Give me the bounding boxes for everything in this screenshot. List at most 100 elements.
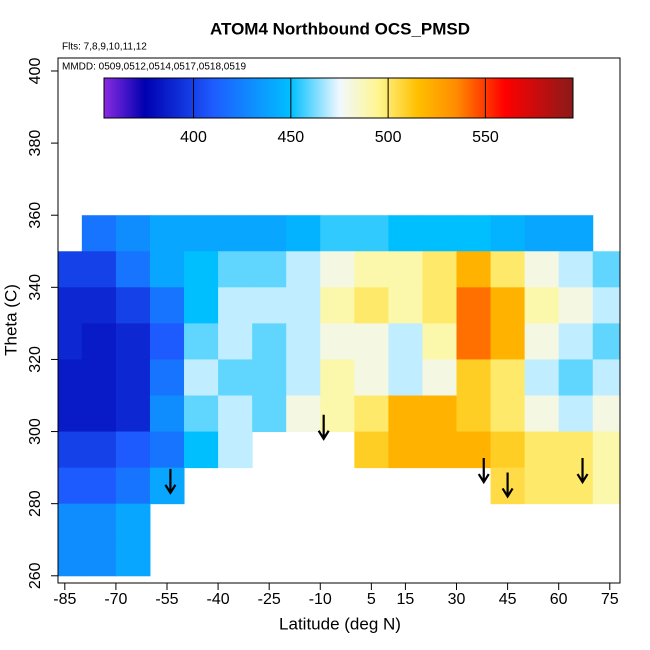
y-axis-label: Theta (C) [1,284,20,356]
heatmap-cell [58,431,83,469]
x-tick-label: 75 [601,591,619,608]
arrow [501,472,514,499]
heatmap-cell [558,431,594,469]
heatmap-cell [558,215,594,252]
heatmap-cell [490,395,526,433]
x-tick-label: -70 [104,591,127,608]
heatmap-cell [524,215,560,252]
heatmap-cell [58,359,83,396]
colorbar [103,77,574,119]
heatmap-cell [218,431,253,469]
heatmap-cell [490,359,526,396]
x-tick-label: 60 [550,591,568,608]
heatmap-cell [422,323,458,360]
heatmap-cell [58,539,83,577]
heatmap-cell [354,395,389,433]
x-tick-label: -85 [53,591,76,608]
heatmap-cell [524,323,560,360]
y-tick-label: 260 [27,562,44,589]
x-axis-label: Latitude (deg N) [279,614,401,633]
heatmap-cell [115,503,151,541]
heatmap-cell [252,359,287,396]
heatmap-cell [524,251,560,288]
heatmap-cell [115,467,151,505]
heatmap-cell [456,287,492,324]
heatmap-cell [422,395,458,433]
heatmap-cell [354,323,389,360]
heatmap-cell [252,323,287,360]
y-tick-label: 340 [27,274,44,301]
colorbar-tick-label: 500 [375,129,402,146]
heatmap-cell [490,431,526,469]
heatmap-cell [184,287,219,324]
x-tick-label: 15 [397,591,415,608]
heatmap-cell [81,215,117,252]
arrow [317,414,330,441]
heatmap-cell [81,323,117,360]
chart-title: ATOM4 Northbound OCS_PMSD [210,19,470,38]
heatmap-cell [422,431,458,469]
heatmap-cell [115,215,151,252]
heatmap-cell [388,359,423,396]
heatmap-cell [184,323,219,360]
heatmap-cell [456,431,492,469]
heatmap-cell [115,431,151,469]
heatmap-cell [558,251,594,288]
heatmap-cell [388,323,423,360]
heatmap-cell [354,287,389,324]
heatmap-cell [320,287,355,324]
heatmap-cell [354,359,389,396]
heatmap-cell [456,215,492,252]
heatmap-cell [524,359,560,396]
heatmap-cell [81,431,117,469]
heatmap-cell [81,503,117,541]
heatmap-cell [320,215,355,252]
heatmap-cell [286,215,321,252]
heatmap-cell [286,287,321,324]
heatmap-cell [524,431,560,469]
heatmap-cell [115,359,151,396]
heatmap-cell [81,251,117,288]
heatmap-cell [115,539,151,577]
heatmap-cell [354,215,389,252]
subtitle: Flts: 7,8,9,10,11,12 [62,42,147,53]
heatmap-cell [286,359,321,396]
heatmap-cell [58,287,83,324]
x-tick-label: -25 [258,591,281,608]
heatmap-cell [422,251,458,288]
heatmap-cell [558,287,594,324]
heatmap-cell [490,251,526,288]
heatmap-cell [184,431,219,469]
heatmap-cell [58,395,83,433]
heatmap-cell [524,467,560,505]
heatmap-cell [58,467,83,505]
heatmap-cell [149,323,185,360]
plot-frame [57,57,621,584]
heatmap-cell [149,359,185,396]
heatmap-cell [524,287,560,324]
heatmap-cell [252,287,287,324]
arrow [576,458,589,485]
heatmap-cell [592,467,620,505]
heatmap-cell [184,251,219,288]
y-tick-label: 400 [27,58,44,85]
y-tick-label: 280 [27,490,44,517]
heatmap-cell [286,323,321,360]
heatmap-cell [184,359,219,396]
y-tick-label: 320 [27,346,44,373]
subtitle: MMDD: 0509,0512,0514,0517,0518,0519 [62,62,246,73]
heatmap-cell [184,395,219,433]
heatmap-cell [592,323,620,360]
heatmap-cell [115,287,151,324]
heatmap-cell [218,215,253,252]
heatmap-cell [422,215,458,252]
x-tick-label: -10 [309,591,332,608]
heatmap-cell [354,251,389,288]
heatmap-cell [115,323,151,360]
y-tick-label: 380 [27,130,44,157]
heatmap-cell [81,287,117,324]
heatmap-cell [149,287,185,324]
heatmap-cell [81,359,117,396]
heatmap-cell [422,359,458,396]
x-tick-label: 30 [448,591,466,608]
